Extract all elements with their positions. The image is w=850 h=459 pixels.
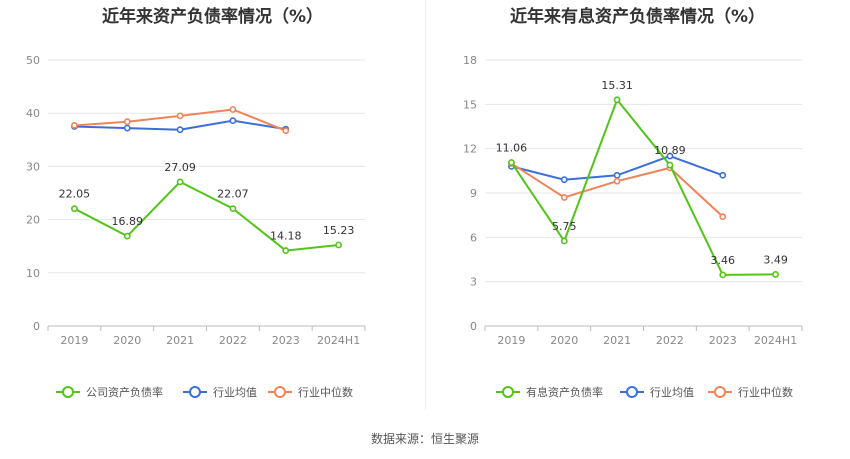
y-tick-label: 40 (26, 107, 40, 120)
data-point (719, 271, 727, 279)
data-label: 22.05 (59, 188, 91, 201)
legend-label: 行业中位数 (738, 385, 793, 399)
data-source-note: 数据来源：恒生聚源 (370, 432, 479, 446)
legend-item-0[interactable]: 有息资产负债率 (496, 385, 603, 399)
y-tick-label: 9 (470, 187, 477, 200)
data-label: 15.31 (601, 79, 633, 92)
data-point (71, 122, 78, 129)
x-tick-label: 2020 (113, 334, 141, 347)
legend-label: 有息资产负债率 (526, 385, 603, 399)
debt-ratio-line-chart: 0 10 20 30 40 50 2019 2020 2021 2022 2023 2024H1 22.… (26, 54, 366, 399)
data-label: 15.23 (323, 224, 355, 237)
data-label: 14.18 (270, 230, 302, 243)
data-label: 27.09 (164, 161, 196, 174)
chart-title: 近年来有息资产负债率情况（%） (509, 7, 766, 27)
circle-icon (274, 386, 286, 398)
circle-icon (189, 386, 201, 398)
x-tick-label: 2023 (272, 334, 300, 347)
data-point (229, 205, 237, 212)
x-tick-label: 2023 (709, 334, 737, 347)
y-tick-label: 10 (26, 267, 40, 280)
data-point (71, 205, 78, 213)
data-point (508, 159, 515, 166)
interest-bearing-debt-ratio-chart-panel: 近年来有息资产负债率情况（%） 0 3 6 9 12 15 18 2019 2020 2021 20… (425, 0, 850, 420)
x-tick-label: 2022 (219, 334, 247, 347)
data-point (282, 247, 290, 254)
y-tick-label: 50 (26, 54, 40, 67)
circle-icon (714, 386, 726, 398)
legend-item-2[interactable]: 行业中位数 (268, 385, 353, 399)
data-label: 3.49 (763, 253, 788, 266)
data-label: 11.06 (496, 142, 528, 155)
data-point (560, 176, 568, 184)
x-tick-label: 2021 (603, 334, 631, 347)
y-tick-label: 20 (26, 214, 40, 227)
data-label: 5.75 (552, 220, 577, 233)
series-line-0 (73, 180, 339, 252)
circle-icon (626, 386, 638, 398)
legend-label: 公司资产负债率 (86, 385, 163, 399)
data-point (613, 171, 621, 179)
circle-icon (62, 386, 74, 398)
data-point (560, 237, 568, 245)
chart-title: 近年来资产负债率情况（%） (101, 7, 324, 27)
x-tick-label: 2019 (60, 334, 88, 347)
x-tick-label: 2024H1 (754, 334, 797, 347)
y-tick-label: 15 (463, 98, 477, 111)
y-tick-label: 18 (463, 54, 477, 67)
x-tick-label: 2019 (497, 334, 525, 347)
legend-item-2[interactable]: 行业中位数 (708, 385, 793, 399)
data-point (666, 161, 674, 169)
legend-item-1[interactable]: 行业均值 (183, 386, 257, 399)
data-point (176, 112, 184, 120)
data-point (282, 127, 290, 135)
x-tick-label: 2024H1 (317, 334, 360, 347)
y-tick-label: 30 (26, 160, 40, 173)
data-point (123, 232, 131, 240)
y-tick-label: 0 (470, 320, 477, 333)
x-tick-label: 2022 (656, 334, 684, 347)
data-point (719, 213, 727, 221)
data-point (176, 126, 184, 134)
legend-label: 行业均值 (650, 386, 694, 399)
x-tick-label: 2020 (550, 334, 578, 347)
data-point (123, 124, 131, 132)
legend-label: 行业中位数 (298, 385, 353, 399)
circle-icon (502, 386, 514, 398)
data-point (613, 177, 621, 185)
debt-ratio-chart-panel: 近年来资产负债率情况（%） 0 10 20 30 40 50 2019 2020 2021 202… (0, 0, 425, 420)
data-label: 22.07 (217, 188, 249, 201)
legend-item-0[interactable]: 公司资产负债率 (56, 385, 163, 399)
data-point (176, 178, 184, 186)
data-label: 10.89 (654, 144, 686, 157)
data-point (560, 194, 568, 201)
interest-bearing-debt-ratio-line-chart: 0 3 6 9 12 15 18 2019 2020 2021 2022 2023 2024H1 11.0… (463, 54, 803, 399)
data-point (613, 96, 621, 104)
x-tick-label: 2021 (166, 334, 194, 347)
data-point (229, 117, 237, 125)
data-label: 3.46 (711, 254, 736, 267)
data-point (335, 241, 342, 249)
y-tick-label: 12 (463, 143, 477, 156)
data-label: 16.89 (112, 215, 144, 228)
data-point (719, 171, 727, 179)
legend-item-1[interactable]: 行业均值 (620, 386, 694, 399)
data-point (772, 271, 779, 278)
data-point (123, 118, 131, 126)
panel-divider (425, 0, 426, 410)
data-point (229, 106, 237, 113)
legend-label: 行业均值 (213, 386, 257, 399)
y-tick-label: 6 (470, 231, 477, 244)
y-tick-label: 0 (33, 320, 40, 333)
y-tick-label: 3 (470, 276, 477, 289)
series-line-0 (510, 97, 776, 276)
data-point (666, 152, 674, 160)
